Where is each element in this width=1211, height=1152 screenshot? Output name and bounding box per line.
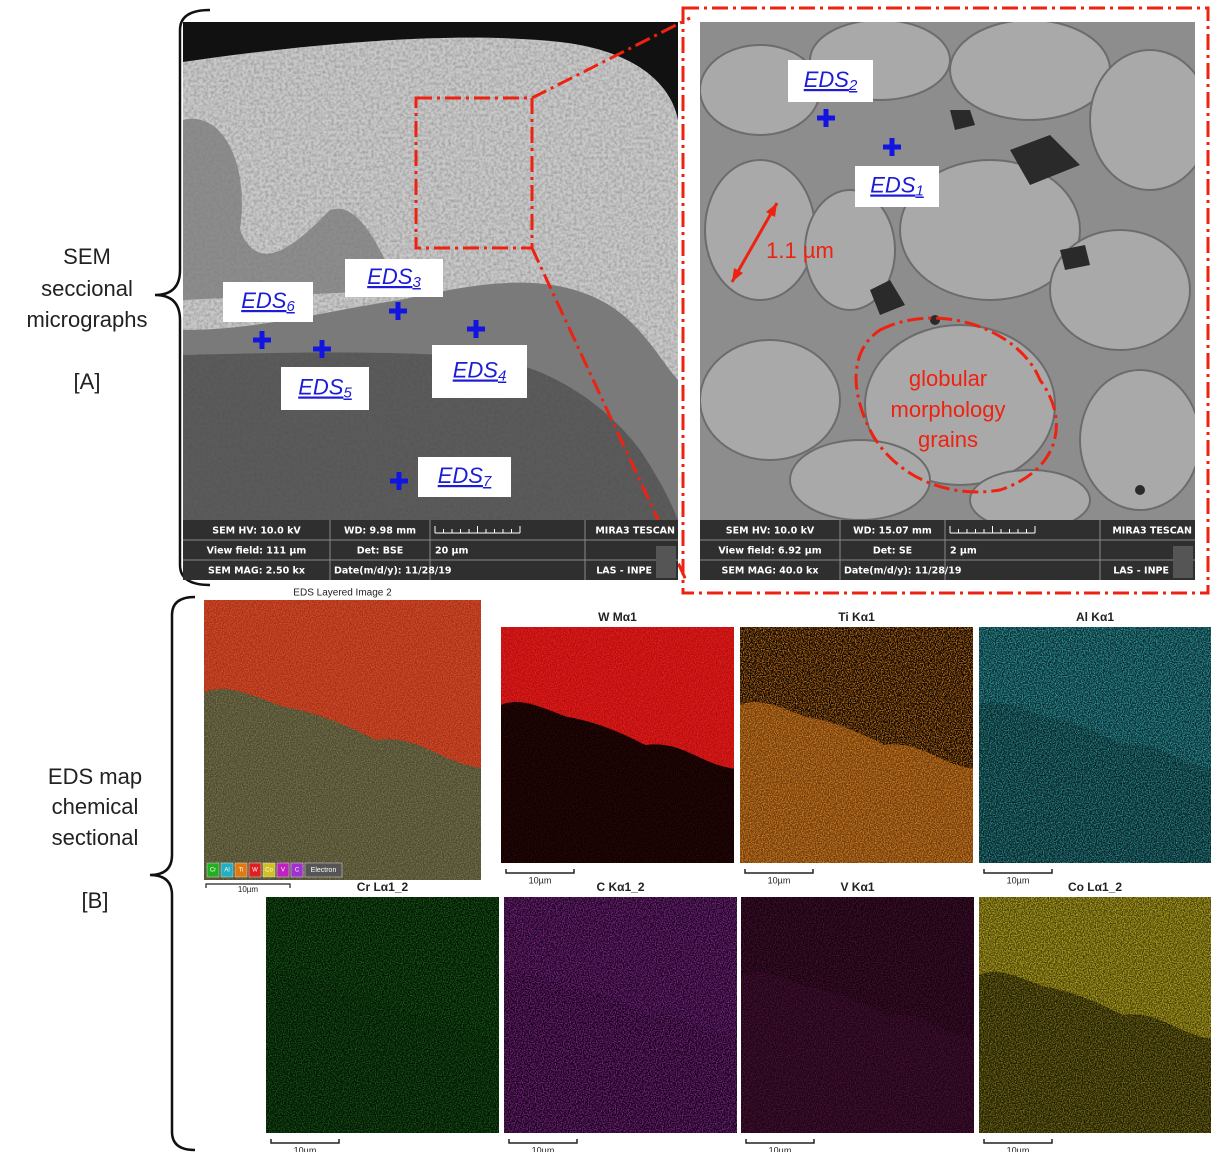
section-label: chemical xyxy=(52,794,139,819)
scale-bar xyxy=(271,1139,339,1143)
info-text: Date(m/d/y): 11/28/19 xyxy=(334,566,452,577)
marker-sub: 6 xyxy=(286,298,295,315)
marker-cross xyxy=(474,320,479,338)
map-title: C Kα1_2 xyxy=(596,880,644,894)
section-label: seccional xyxy=(41,276,133,301)
scale-label: 10µm xyxy=(1007,875,1030,885)
marker-sub: 7 xyxy=(483,473,492,490)
section-label: SEM xyxy=(63,244,111,269)
info-text: 20 µm xyxy=(435,546,469,557)
map-title: W Mα1 xyxy=(598,610,637,624)
marker-base: EDS xyxy=(298,374,344,399)
marker-base: EDS xyxy=(241,288,287,313)
scale-bar xyxy=(746,1139,814,1143)
map-title: V Kα1 xyxy=(840,880,874,894)
sem-detail xyxy=(700,20,1210,530)
marker-sub: 1 xyxy=(915,182,923,199)
section-tag: [B] xyxy=(82,888,109,913)
map-title: Co Lα1_2 xyxy=(1068,880,1122,894)
brace-b xyxy=(150,597,195,1150)
section-label: micrographs xyxy=(26,307,147,332)
scale-bar xyxy=(984,869,1052,873)
marker-sub: 5 xyxy=(343,384,352,401)
figure: SEM seccional micrographs [A] EDS map chemica… xyxy=(0,0,1211,1152)
marker-cross xyxy=(397,472,402,490)
marker-cross xyxy=(260,331,265,349)
scale-label: 10µm xyxy=(294,1145,317,1152)
scale-bar xyxy=(745,869,813,873)
legend-label: Cr xyxy=(210,868,216,874)
marker-base: EDS xyxy=(453,357,499,382)
legend-label: Electron xyxy=(311,867,337,874)
scale-label: 10µm xyxy=(238,885,259,894)
legend-label: C xyxy=(295,868,300,874)
dimension-label: 1.1 µm xyxy=(766,238,834,263)
info-text: LAS - INPE xyxy=(596,566,652,577)
legend-label: Al xyxy=(224,868,229,874)
marker-cross xyxy=(320,340,325,358)
map-title: EDS Layered Image 2 xyxy=(293,588,392,599)
logo xyxy=(1173,546,1193,578)
annotation: globular xyxy=(909,366,987,391)
legend-label: Co xyxy=(265,868,273,874)
scale-label: 10µm xyxy=(529,875,552,885)
info-text: SEM HV: 10.0 kV xyxy=(212,526,301,537)
annotation: grains xyxy=(918,427,978,452)
info-text: Det: BSE xyxy=(357,546,404,557)
legend-label: V xyxy=(281,868,285,874)
info-text: WD: 9.98 mm xyxy=(344,526,416,537)
scale-bar xyxy=(984,1139,1052,1143)
info-text: LAS - INPE xyxy=(1113,566,1169,577)
section-label: sectional xyxy=(52,825,139,850)
marker-cross xyxy=(824,109,829,127)
marker-sub: 2 xyxy=(848,77,858,94)
scale-bar xyxy=(506,869,574,873)
logo xyxy=(656,546,676,578)
info-text: SEM MAG: 2.50 kx xyxy=(208,566,305,577)
map-title: Al Kα1 xyxy=(1076,610,1114,624)
info-text: Date(m/d/y): 11/28/19 xyxy=(844,566,962,577)
info-text: SEM HV: 10.0 kV xyxy=(726,526,815,537)
scale-label: 10µm xyxy=(768,875,791,885)
marker-cross xyxy=(396,302,401,320)
marker-base: EDS xyxy=(804,67,850,92)
annotation: morphology xyxy=(891,397,1006,422)
info-text: SEM MAG: 40.0 kx xyxy=(722,566,819,577)
marker-sub: 4 xyxy=(498,367,506,384)
info-text: View field: 111 µm xyxy=(207,546,307,557)
marker-sub: 3 xyxy=(412,274,421,291)
info-text: WD: 15.07 mm xyxy=(853,526,932,537)
info-text: View field: 6.92 µm xyxy=(718,546,821,557)
marker-base: EDS xyxy=(438,463,484,488)
scale-label: 10µm xyxy=(1007,1145,1030,1152)
section-tag: [A] xyxy=(74,369,101,394)
legend-label: Ti xyxy=(239,868,244,874)
marker-cross xyxy=(890,138,895,156)
info-text: Det: SE xyxy=(873,546,912,557)
info-text: MIRA3 TESCAN xyxy=(595,526,675,537)
section-label: EDS map xyxy=(48,764,142,789)
scale-label: 10µm xyxy=(532,1145,555,1152)
info-text: MIRA3 TESCAN xyxy=(1112,526,1192,537)
legend-label: W xyxy=(252,868,258,874)
scale-label: 10µm xyxy=(769,1145,792,1152)
map-title: Ti Kα1 xyxy=(838,610,875,624)
info-text: 2 µm xyxy=(950,546,977,557)
marker-base: EDS xyxy=(367,264,413,289)
marker-base: EDS xyxy=(870,172,916,197)
map-title: Cr Lα1_2 xyxy=(357,880,409,894)
scale-bar xyxy=(509,1139,577,1143)
